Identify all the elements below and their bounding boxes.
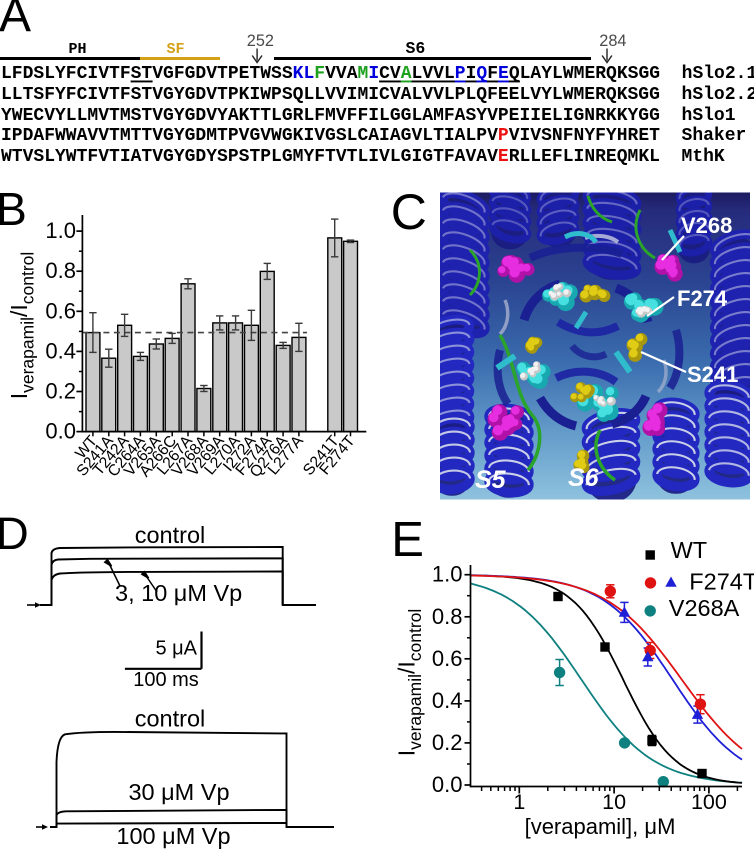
svg-text:1: 1 — [513, 790, 525, 814]
svg-text:V268A: V268A — [669, 595, 740, 621]
svg-text:F274T: F274T — [689, 569, 754, 595]
svg-text:0.4: 0.4 — [45, 338, 76, 363]
svg-text:control: control — [135, 706, 206, 732]
svg-text:100: 100 — [691, 790, 727, 814]
svg-text:S5: S5 — [475, 466, 507, 494]
svg-text:100 μM Vp: 100 μM Vp — [116, 823, 230, 849]
svg-text:F274: F274 — [677, 286, 728, 311]
svg-text:3, 10 μM Vp: 3, 10 μM Vp — [115, 580, 242, 606]
svg-text:V268: V268 — [681, 213, 732, 238]
svg-text:S241: S241 — [687, 362, 738, 387]
svg-text:0.6: 0.6 — [432, 646, 463, 671]
svg-text:Iverapamil/Icontrol: Iverapamil/Icontrol — [6, 252, 38, 400]
svg-text:30 μM Vp: 30 μM Vp — [128, 779, 229, 805]
svg-text:0.4: 0.4 — [432, 688, 463, 713]
svg-text:WT: WT — [671, 537, 708, 563]
svg-text:Iverapamil/Icontrol: Iverapamil/Icontrol — [394, 609, 426, 757]
svg-text:1.0: 1.0 — [432, 562, 463, 587]
svg-text:0.2: 0.2 — [432, 730, 463, 755]
svg-text:control: control — [135, 522, 206, 548]
svg-text:0.8: 0.8 — [45, 258, 76, 283]
svg-text:[verapamil], μM: [verapamil], μM — [525, 814, 676, 839]
svg-text:0.0: 0.0 — [432, 772, 463, 797]
svg-text:100 ms: 100 ms — [133, 669, 199, 691]
svg-text:0.0: 0.0 — [45, 419, 76, 444]
svg-text:10: 10 — [602, 790, 626, 814]
svg-text:0.2: 0.2 — [45, 379, 76, 404]
svg-text:0.8: 0.8 — [432, 604, 463, 629]
svg-text:0.6: 0.6 — [45, 298, 76, 323]
svg-text:S6: S6 — [568, 464, 600, 492]
svg-text:5 μA: 5 μA — [155, 638, 197, 660]
svg-text:1.0: 1.0 — [45, 218, 76, 243]
